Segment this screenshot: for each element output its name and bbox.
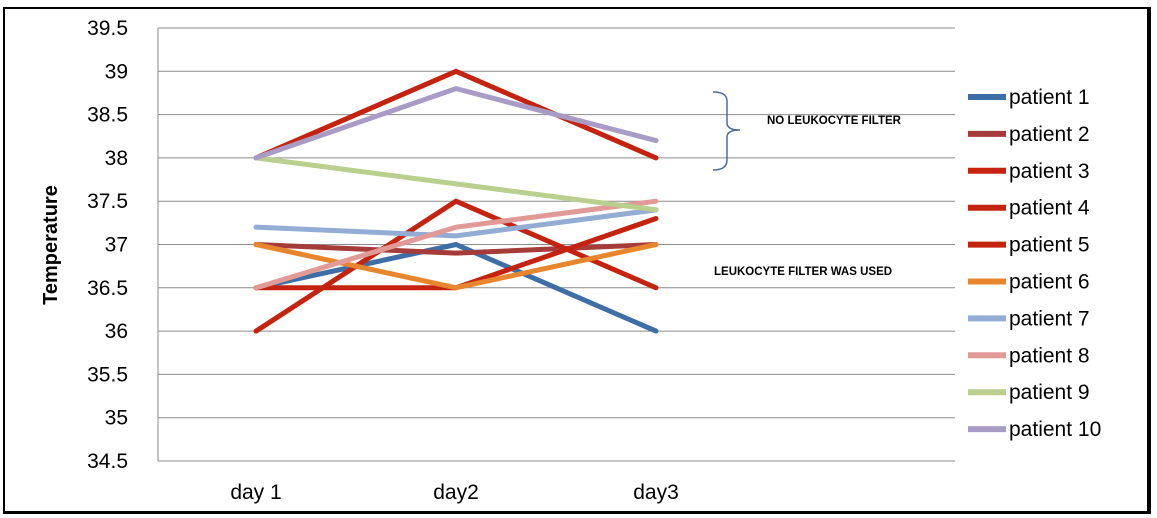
- legend-label: patient 7: [1009, 307, 1090, 330]
- y-tick-label: 35.5: [87, 363, 128, 386]
- series-line-patient-6: [253, 242, 659, 291]
- series-line-patient-8: [253, 198, 659, 291]
- series-line-patient-10: [253, 86, 659, 161]
- y-tick-label: 36.5: [87, 277, 128, 300]
- legend: patient 1 patient 2 patient 3 patient 4 pati…: [968, 86, 1101, 441]
- y-tick-label: 37: [105, 234, 128, 257]
- series-line-patient-5: [253, 68, 659, 161]
- y-tick-label: 39: [105, 60, 128, 83]
- legend-label: patient 9: [1009, 381, 1090, 404]
- y-axis-ticks: 34.5 35 35.5 36 36.5 37 37.5 38 38.5 39 39.5: [87, 17, 128, 473]
- series-line-patient-7: [253, 207, 659, 239]
- x-tick-label: day 1: [230, 481, 281, 504]
- series-lines: [253, 68, 659, 334]
- legend-label: patient 4: [1009, 197, 1090, 220]
- legend-label: patient 8: [1009, 344, 1090, 367]
- annotations: NO LEUKOCYTE FILTER LEUKOCYTE FILTER WAS…: [712, 91, 902, 278]
- series-line-patient-4: [253, 198, 659, 334]
- series-line-patient-9: [253, 155, 659, 213]
- y-tick-label: 36: [105, 320, 128, 343]
- y-tick-label: 38: [105, 147, 128, 170]
- legend-label: patient 3: [1009, 160, 1090, 183]
- series-line-patient-1: [253, 241, 659, 334]
- legend-label: patient 2: [1009, 123, 1090, 146]
- x-tick-label: day2: [433, 481, 479, 504]
- annotation-brace: [712, 91, 741, 171]
- legend-label: patient 5: [1009, 234, 1090, 257]
- y-tick-label: 39.5: [87, 17, 128, 40]
- x-tick-label: day3: [633, 481, 679, 504]
- annotation-no-filter: NO LEUKOCYTE FILTER: [767, 115, 902, 127]
- legend-label: patient 1: [1009, 86, 1090, 109]
- y-tick-label: 38.5: [87, 104, 128, 127]
- y-tick-label: 37.5: [87, 190, 128, 213]
- series-line-patient-2: [253, 242, 659, 256]
- y-tick-label: 35: [105, 407, 128, 430]
- y-tick-label: 34.5: [87, 450, 128, 473]
- x-axis-ticks: day 1 day2 day3: [230, 481, 678, 504]
- annotation-filter-used: LEUKOCYTE FILTER WAS USED: [714, 266, 892, 278]
- y-axis-label: Temperature: [40, 185, 62, 305]
- legend-label: patient 10: [1009, 418, 1101, 441]
- legend-label: patient 6: [1009, 271, 1090, 294]
